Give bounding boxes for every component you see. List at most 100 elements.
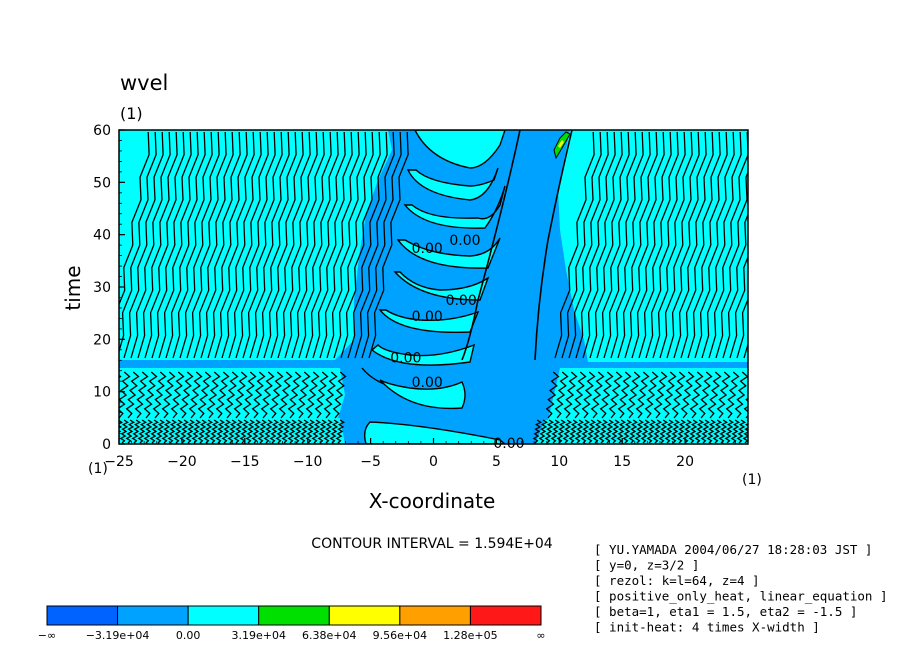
wave-line (554, 371, 569, 419)
wave-line (242, 371, 257, 419)
wave-line (712, 419, 722, 444)
y-tick-label: 50 (93, 175, 111, 191)
wave-line (538, 419, 548, 444)
x-tick-label: 0 (429, 454, 438, 470)
wave-line (269, 371, 284, 419)
wave-line (144, 131, 185, 359)
wave-line (206, 371, 221, 419)
wave-line (580, 419, 590, 444)
wave-line (161, 371, 176, 419)
wave-line (172, 131, 213, 359)
colorbar-label: 0.00 (176, 629, 201, 642)
info-line: [ beta=1, eta1 = 1.5, eta2 = -1.5 ] (594, 604, 857, 619)
x-tick-label: −15 (230, 454, 260, 470)
wave-line (143, 419, 153, 444)
wave-line (624, 131, 665, 359)
wave-line (617, 131, 658, 359)
wave-line (730, 419, 740, 444)
wave-line (326, 131, 367, 359)
wave-line (228, 131, 269, 359)
y-tick-label: 0 (102, 437, 111, 453)
wave-line (277, 131, 318, 359)
y-tick-label: 60 (93, 123, 111, 139)
wave-line (296, 371, 311, 419)
wave-line (257, 419, 267, 444)
colorbar: −∞ −3.19e+04 0.00 3.19e+04 6.38e+04 9.56e+04 1… (38, 605, 546, 642)
wave-line (332, 371, 347, 419)
wave-line (734, 371, 748, 419)
wave-line (706, 419, 716, 444)
x-tick-label: −5 (360, 454, 381, 470)
wave-line (149, 419, 159, 444)
band-5 (393, 271, 490, 301)
wave-line (631, 131, 672, 359)
wave-line (170, 371, 185, 419)
v-right-edge (534, 130, 573, 361)
wave-line (167, 419, 177, 444)
wave-line (610, 131, 651, 359)
x-tick-label: 5 (492, 454, 501, 470)
wave-line (616, 419, 626, 444)
wave-line (554, 131, 595, 359)
band-9 (363, 421, 507, 444)
wave-line (227, 419, 237, 444)
wave-line (137, 419, 147, 444)
wave-line (333, 131, 374, 359)
chart-title: wvel (120, 71, 168, 95)
wave-line (319, 131, 360, 359)
wave-line (323, 371, 338, 419)
wave-line (592, 419, 602, 444)
wave-line (563, 371, 578, 419)
wave-line (193, 131, 234, 359)
wave-line (635, 371, 650, 419)
wave-line (596, 131, 637, 359)
wave-line (312, 131, 353, 359)
wave-line (119, 419, 123, 442)
y-tick-label: 20 (93, 332, 111, 348)
x-axis: −25 −20 −15 −10 −5 0 5 10 15 20 (104, 438, 749, 470)
band-7 (370, 343, 475, 366)
band-6 (378, 309, 480, 334)
wave-line (568, 131, 609, 359)
contour-label: 0.00 (493, 436, 524, 452)
colorbar-swatch (46, 605, 119, 626)
wave-line (263, 419, 273, 444)
wave-line (299, 419, 309, 444)
wave-line (617, 371, 632, 419)
wave-line (604, 419, 614, 444)
wave-line (188, 371, 203, 419)
wave-line (269, 419, 279, 444)
wave-line (137, 131, 178, 359)
wave-line (291, 131, 332, 359)
info-line: [ rezol: k=l=64, z=4 ] (594, 573, 760, 588)
wave-line (161, 419, 171, 444)
wave-line (673, 131, 714, 359)
wave-line (155, 419, 165, 444)
wave-line (186, 131, 227, 359)
colorbar-label: ∞ (536, 629, 545, 642)
chart-units: (1) (120, 104, 143, 123)
band-1 (414, 130, 506, 169)
wave-line (725, 371, 740, 419)
y-tick-label: 30 (93, 280, 111, 296)
wave-line (666, 131, 707, 359)
wave-line (729, 255, 748, 359)
wave-line (722, 212, 748, 359)
wave-line (179, 371, 194, 419)
wave-line (644, 371, 659, 419)
wave-line (251, 371, 266, 419)
wave-line (214, 131, 255, 359)
wave-line (293, 419, 303, 444)
wave-line (131, 419, 141, 444)
wave-line (239, 419, 249, 444)
y-axis: 0 10 20 30 40 50 60 (93, 123, 125, 453)
contour-label: 0.00 (412, 309, 443, 325)
wave-line (626, 371, 641, 419)
wave-line (659, 131, 700, 359)
wave-line (634, 419, 644, 444)
wave-line (130, 131, 171, 359)
wave-line (191, 419, 201, 444)
wave-line (203, 419, 213, 444)
y-tick-label: 40 (93, 228, 111, 244)
wave-line (628, 419, 638, 444)
